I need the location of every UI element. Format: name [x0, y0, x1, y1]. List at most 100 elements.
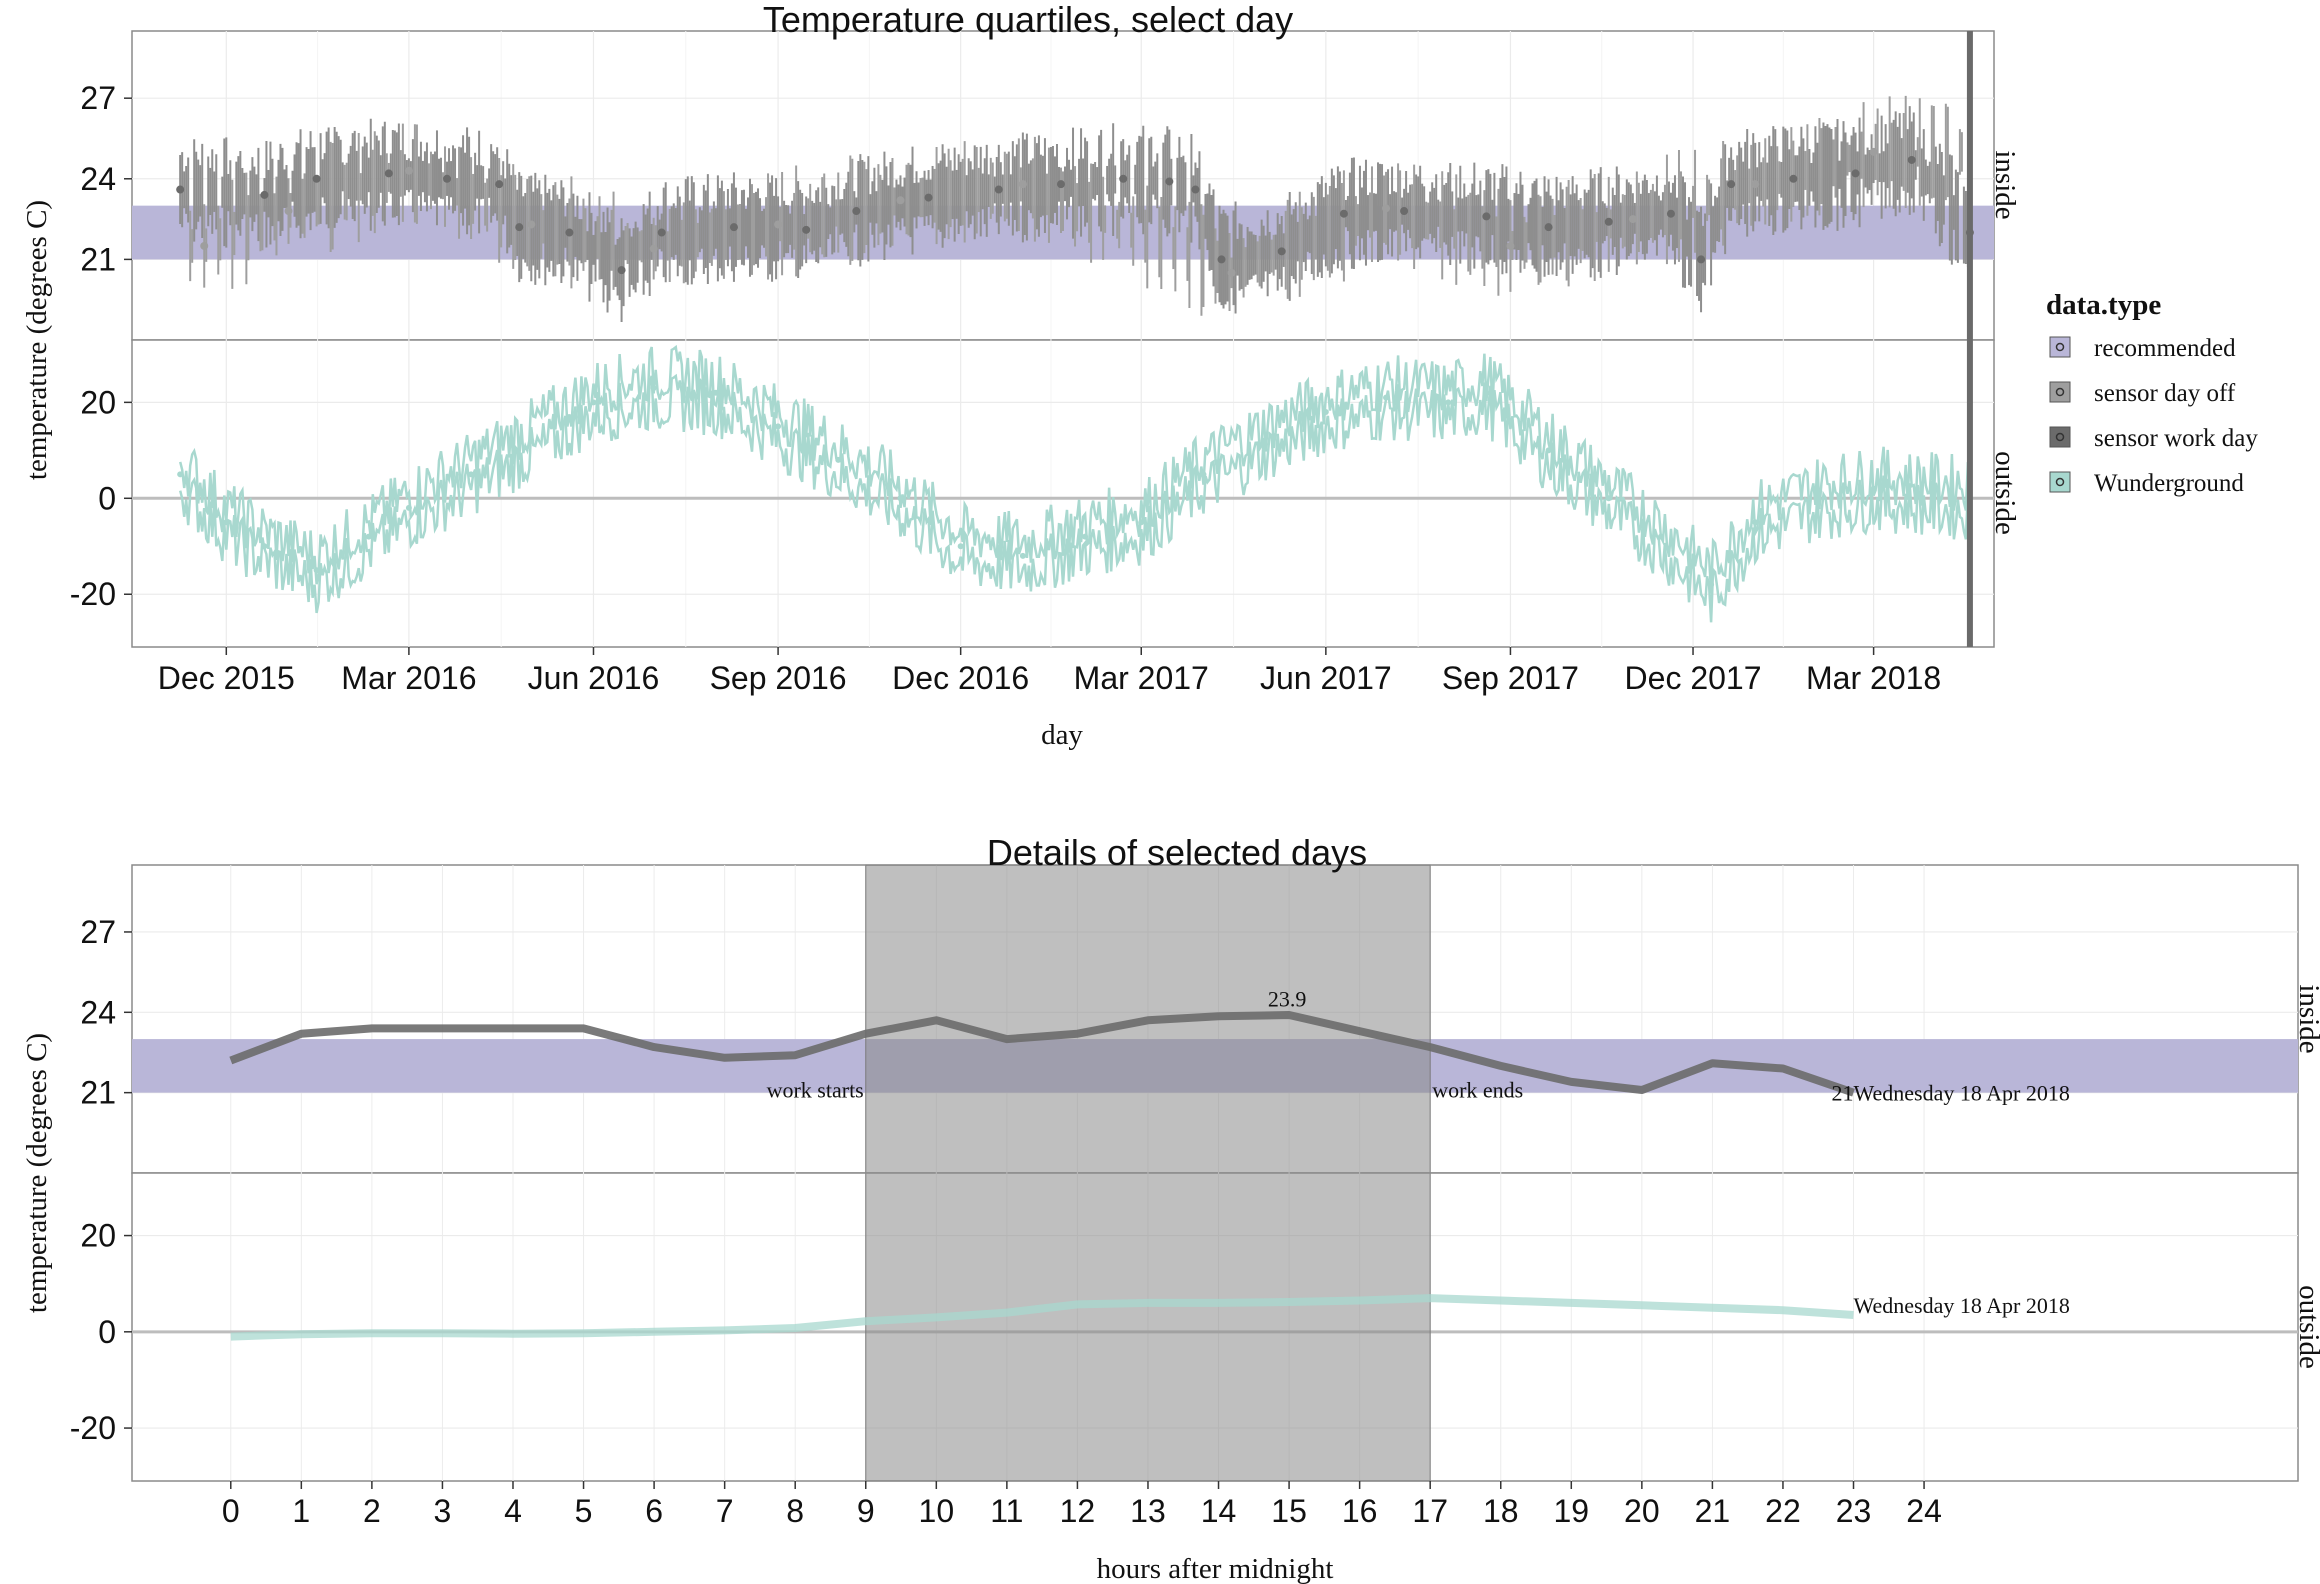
wunderground-point	[1708, 581, 1715, 588]
legend-label: recommended	[2094, 335, 2236, 362]
wunderground-point	[223, 519, 230, 526]
sensor-work-day-point	[515, 223, 524, 232]
x-tick-label: 2	[363, 1493, 381, 1529]
work-ends-label: work ends	[1432, 1077, 1523, 1102]
legend: data.type recommended sensor day off senso…	[2046, 289, 2258, 497]
y-tick-label: 20	[80, 384, 116, 420]
sensor-work-day-point	[1789, 174, 1798, 183]
inside-sensor-marks	[176, 95, 1974, 323]
wunderground-point	[405, 504, 412, 511]
x-tick-label: Sep 2016	[710, 660, 847, 696]
bottom-y-axis-label: temperature (degrees C)	[21, 1033, 53, 1313]
facet-label-inside-top: inside	[1989, 150, 2021, 219]
x-tick-label: 13	[1130, 1493, 1166, 1529]
wunderground-point	[313, 567, 320, 574]
legend-swatch	[2049, 426, 2071, 448]
x-tick-label: Mar 2017	[1074, 660, 1209, 696]
x-tick-label: 22	[1765, 1493, 1801, 1529]
legend-swatch	[2049, 471, 2071, 493]
sensor-work-day-point	[1697, 255, 1706, 264]
legend-dot-icon	[2055, 477, 2065, 487]
sensor-day-off-point	[1869, 147, 1878, 156]
wunderground-point	[1200, 471, 1207, 478]
x-tick-label: Dec 2016	[892, 660, 1029, 696]
bottom-series-lines	[229, 1011, 1855, 1341]
panel-outside-top[interactable]	[131, 339, 1995, 648]
wunderground-point	[650, 384, 657, 391]
sensor-work-day-point	[312, 174, 321, 183]
top-y-axis-label: temperature (degrees C)	[21, 200, 53, 480]
y-tick-label: 0	[98, 1314, 116, 1350]
sensor-work-day-point	[1217, 255, 1226, 264]
facet-label-inside-bottom: inside	[2293, 984, 2320, 1053]
x-tick-label: Jun 2017	[1260, 660, 1392, 696]
sensor-day-off-point	[284, 207, 293, 216]
wunderground-point	[957, 543, 964, 550]
sensor-day-off-point	[774, 220, 783, 229]
sensor-day-off-point	[200, 241, 209, 250]
facet-label-outside-bottom: outside	[2293, 1285, 2320, 1369]
sensor-day-off-point	[896, 196, 905, 205]
legend-item: sensor work day	[2049, 425, 2258, 452]
wunderground-point	[590, 399, 597, 406]
y-tick-label: -20	[70, 576, 116, 612]
sensor-day-off-point	[404, 166, 413, 175]
sensor-day-off-point	[1018, 180, 1027, 189]
wunderground-point	[1870, 485, 1877, 492]
sensor-work-day-point	[1165, 177, 1174, 186]
x-tick-label: 8	[786, 1493, 804, 1529]
top-chart: Dec 2015 Mar 2016 Jun 2016 Sep 2016 Dec 2016…	[21, 0, 2021, 751]
x-tick-label: 18	[1483, 1493, 1519, 1529]
inside-hourly-line	[229, 1011, 1855, 1097]
wunderground-point	[835, 456, 842, 463]
x-tick-label: 23	[1836, 1493, 1872, 1529]
top-chart-title: Temperature quartiles, select day	[763, 0, 1293, 40]
wunderground-point	[897, 495, 904, 502]
x-tick-label: 1	[292, 1493, 310, 1529]
wunderground-point	[468, 471, 475, 478]
x-tick-label: 11	[990, 1493, 1023, 1529]
sensor-work-day-point	[1907, 155, 1916, 164]
wunderground-point	[1657, 533, 1664, 540]
work-hours-rect	[865, 864, 1431, 1482]
wunderground-point	[528, 437, 535, 444]
wunderground-point	[712, 389, 719, 396]
x-tick-label: 4	[504, 1493, 522, 1529]
y-tick-label: 20	[80, 1218, 116, 1254]
x-tick-label: 6	[645, 1493, 663, 1529]
wunderground-line-low	[178, 373, 1972, 623]
y-tick-label: 27	[80, 914, 116, 950]
wunderground-point	[1082, 533, 1089, 540]
sensor-work-day-point	[1339, 209, 1348, 218]
wunderground-point	[1483, 389, 1490, 396]
sensor-work-day-point	[384, 169, 393, 178]
sensor-work-day-point	[1277, 247, 1286, 256]
wunderground-line-high	[178, 344, 1972, 594]
legend-label: sensor work day	[2094, 425, 2258, 452]
sensor-work-day-point	[852, 207, 861, 216]
x-tick-label: 20	[1624, 1493, 1660, 1529]
x-tick-label: Mar 2018	[1806, 660, 1941, 696]
sensor-work-day-point	[1604, 217, 1613, 226]
x-tick-label: Dec 2015	[158, 660, 295, 696]
x-tick-label: 0	[222, 1493, 240, 1529]
legend-swatch	[2049, 381, 2071, 403]
legend-dot-icon	[2055, 387, 2065, 397]
x-tick-label: Mar 2016	[341, 660, 476, 696]
facet-label-outside-top: outside	[1989, 451, 2021, 535]
sensor-work-day-point	[1191, 185, 1200, 194]
wunderground-point	[1383, 394, 1390, 401]
bottom-x-axis-label: hours after midnight	[1097, 1553, 1334, 1584]
wunderground-point	[177, 471, 184, 478]
x-tick-label: 17	[1412, 1493, 1448, 1529]
inside-end-day-label: Wednesday 18 Apr 2018	[1854, 1081, 2070, 1106]
x-tick-label: 19	[1553, 1493, 1589, 1529]
sensor-day-off-point	[1506, 241, 1515, 250]
outside-end-day-label: Wednesday 18 Apr 2018	[1854, 1293, 2070, 1318]
legend-label: sensor day off	[2094, 380, 2236, 407]
bottom-chart-title: Details of selected days	[987, 832, 1367, 873]
sensor-work-day-point	[495, 180, 504, 189]
wunderground-point	[1322, 408, 1329, 415]
x-tick-label: 5	[575, 1493, 593, 1529]
sensor-work-day-point	[1727, 180, 1736, 189]
